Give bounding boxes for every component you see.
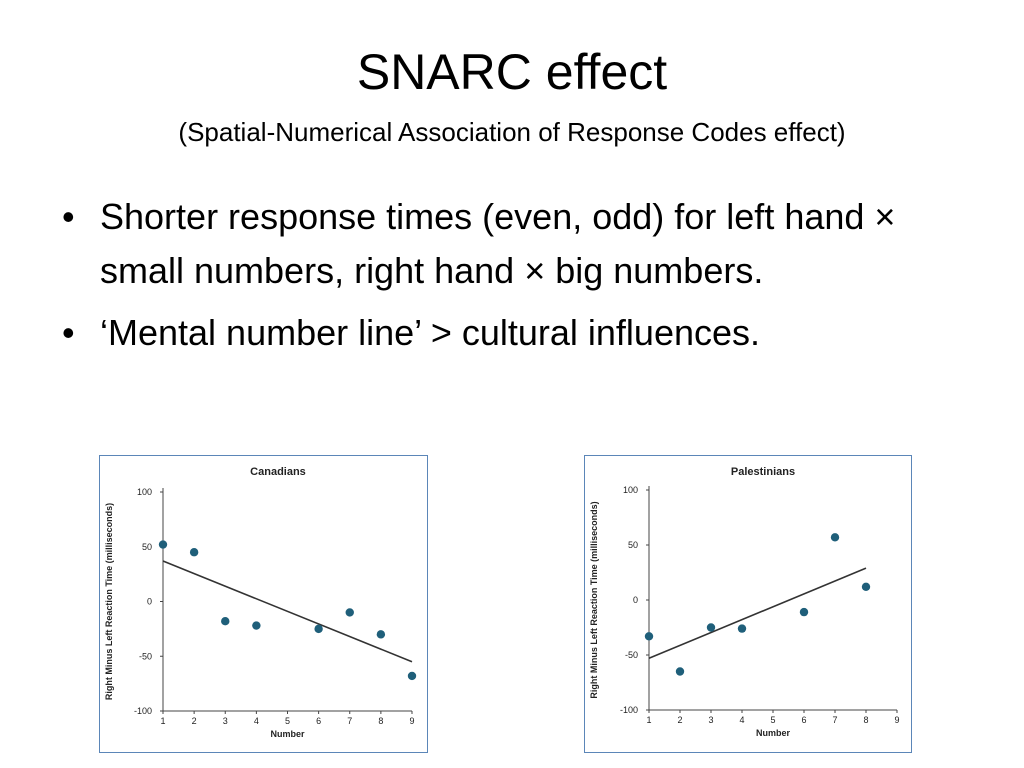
chart2-x-tick-label: 8	[863, 715, 868, 725]
chart2-x-tick-label: 5	[770, 715, 775, 725]
chart2-data-point	[737, 624, 747, 633]
chart1-x-tick-label: 9	[409, 716, 414, 726]
chart2-data-point	[706, 623, 716, 632]
chart1-data-point	[189, 548, 199, 557]
chart1-y-tick-label: 100	[137, 487, 152, 497]
chart2-x-tick-label: 7	[832, 715, 837, 725]
chart2-x-tick-label: 3	[708, 715, 713, 725]
chart2-trend-line	[648, 567, 867, 660]
chart2-data-point	[799, 607, 809, 617]
chart1-y-tick-label: -50	[139, 651, 152, 661]
chart1-x-tick-label: 4	[254, 716, 259, 726]
chart1-x-tick-label: 3	[223, 716, 228, 726]
chart1-x-tick-label: 7	[347, 716, 352, 726]
chart1-x-tick-label: 8	[378, 716, 383, 726]
slide-subtitle: (Spatial-Numerical Association of Respon…	[178, 117, 846, 147]
chart2-x-tick-label: 9	[894, 715, 899, 725]
chart1-data-point	[252, 621, 261, 630]
chart2-x-tick-label: 6	[801, 715, 806, 725]
chart1-x-tick-label: 1	[160, 716, 165, 726]
chart1-trend-line	[162, 560, 413, 663]
chart1-y-tick-label: 50	[142, 542, 152, 552]
chart1-y-tick-label: -100	[134, 706, 152, 716]
chart1-data-point	[158, 540, 168, 549]
chart1-y-tick-label: 0	[147, 597, 152, 607]
chart2-y-tick-label: 100	[623, 485, 638, 495]
chart2-x-tick-label: 2	[677, 715, 682, 725]
chart2-x-tick-label: 4	[739, 715, 744, 725]
chart1-data-point	[221, 617, 230, 626]
slide-title: SNARC effect	[356, 44, 668, 100]
chart-canadians: Canadians -100 -50 0 50 100 1 2 3 4 5 6 7 8 9 Number Rig…	[99, 455, 428, 753]
chart2-x-tick-label: 1	[646, 715, 651, 725]
chart-palestinians-svg: Palestinians -100 -50 0 50 100 1 2 3 4 5 6 7 8 9 Number…	[589, 466, 900, 738]
chart2-data-point	[675, 667, 685, 676]
chart-palestinians: Palestinians -100 -50 0 50 100 1 2 3 4 5 6 7 8 9 Number…	[584, 455, 912, 753]
chart1-x-tick-label: 2	[192, 716, 197, 726]
chart2-y-tick-label: -50	[625, 650, 638, 660]
bullet-text-1: Shorter response times (even, odd) for l…	[100, 196, 896, 291]
chart1-x-tick-label: 5	[285, 716, 290, 726]
chart2-y-tick-label: 50	[628, 540, 638, 550]
bullet-text-2: ‘Mental number line’ > cultural influenc…	[100, 312, 761, 353]
chart1-data-point	[345, 608, 354, 617]
chart2-y-tick-label: 0	[633, 595, 638, 605]
bullet-list: • Shorter response times (even, odd) for…	[62, 190, 962, 368]
chart1-y-axis-label: Right Minus Left Reaction Time (millisec…	[104, 503, 114, 700]
chart1-x-axis-label: Number	[270, 729, 305, 739]
chart1-title: Canadians	[250, 466, 306, 478]
chart1-data-point	[314, 624, 323, 634]
chart2-data-point	[644, 632, 654, 641]
chart2-data-point	[861, 582, 871, 591]
bullet-item-1: • Shorter response times (even, odd) for…	[62, 190, 962, 298]
bullet-item-2: • ‘Mental number line’ > cultural influe…	[62, 306, 962, 360]
chart1-x-tick-label: 6	[316, 716, 321, 726]
chart2-y-axis-label: Right Minus Left Reaction Time (millisec…	[589, 501, 599, 698]
chart2-data-point	[830, 533, 840, 542]
chart1-data-point	[376, 630, 386, 639]
chart1-data-point	[407, 671, 417, 681]
chart2-x-axis-label: Number	[756, 728, 791, 738]
chart2-y-tick-label: -100	[620, 705, 638, 715]
chart-canadians-svg: Canadians -100 -50 0 50 100 1 2 3 4 5 6 7 8 9 Number Rig…	[104, 466, 417, 739]
bullet-dot-icon: •	[62, 196, 75, 237]
bullet-dot-icon: •	[62, 312, 75, 353]
chart2-title: Palestinians	[731, 466, 795, 478]
